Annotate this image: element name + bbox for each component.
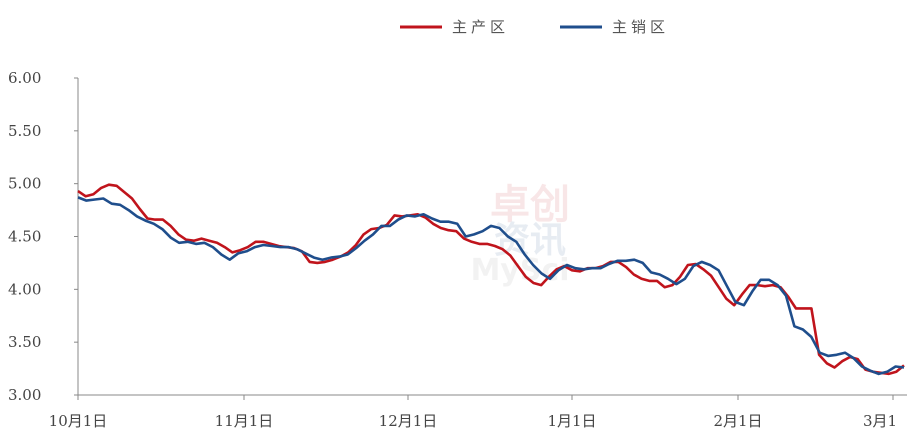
x-tick-label: 3月1 [863,412,897,430]
legend-label-series-2: 主销区 [612,18,669,36]
series-lines [77,183,905,376]
x-tick-label: 11月1日 [215,412,274,430]
y-tick-label: 5.00 [8,175,41,193]
watermark: 卓创 资讯 MySci [470,182,570,288]
y-tick-label: 6.00 [8,69,41,87]
y-tick-label: 3.00 [8,386,41,404]
y-tick-label: 4.50 [8,228,41,246]
series-line-1 [77,183,905,376]
y-tick-label: 3.50 [8,333,41,351]
y-tick-labels: 6.00 5.50 5.00 4.50 4.00 3.50 3.00 [8,69,78,404]
x-tick-labels: 10月1日 11月1日 12月1日 1月1日 2月1日 3月1 [49,395,897,430]
series-line-2 [77,196,905,376]
x-tick-label: 10月1日 [49,412,108,430]
legend-label-series-1: 主产区 [452,18,509,36]
x-tick-label: 1月1日 [547,412,596,430]
watermark-line-2: 资讯 [494,220,566,261]
watermark-line-1: 卓创 [490,182,570,228]
x-tick-label: 12月1日 [379,412,438,430]
y-tick-label: 4.00 [8,280,41,298]
legend: 主产区 主销区 [400,18,669,36]
y-tick-label: 5.50 [8,122,41,140]
x-tick-label: 2月1日 [713,412,762,430]
